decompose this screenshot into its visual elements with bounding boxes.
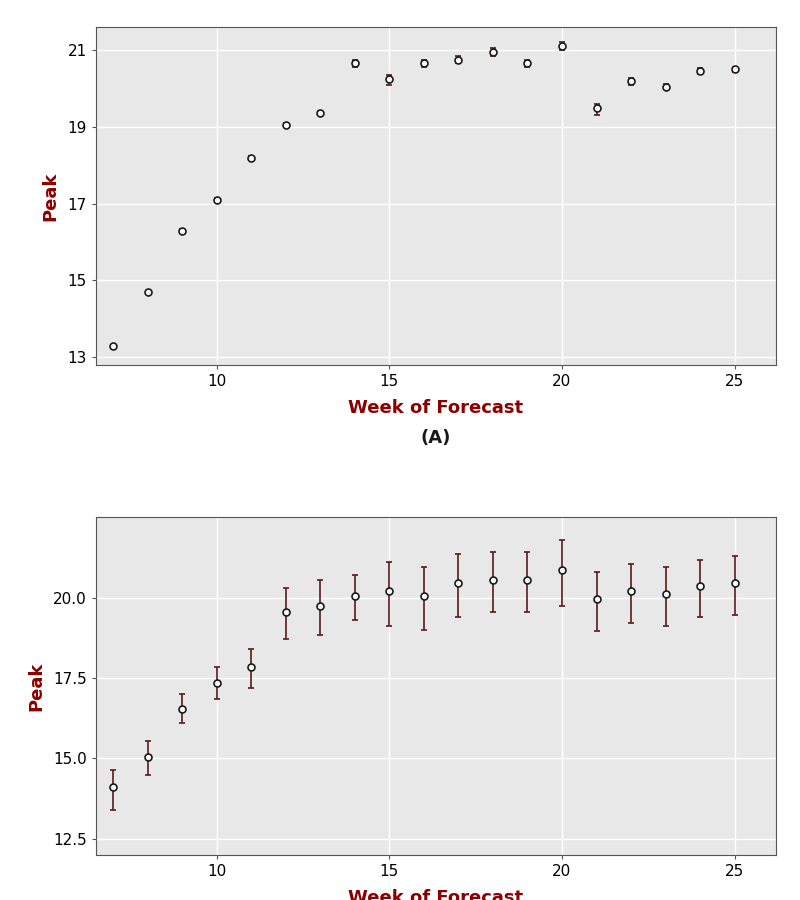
Y-axis label: Peak: Peak [27,662,45,711]
Text: (A): (A) [421,429,451,447]
Text: Week of Forecast: Week of Forecast [349,399,523,417]
Text: Week of Forecast: Week of Forecast [349,889,523,900]
Y-axis label: Peak: Peak [42,171,59,220]
